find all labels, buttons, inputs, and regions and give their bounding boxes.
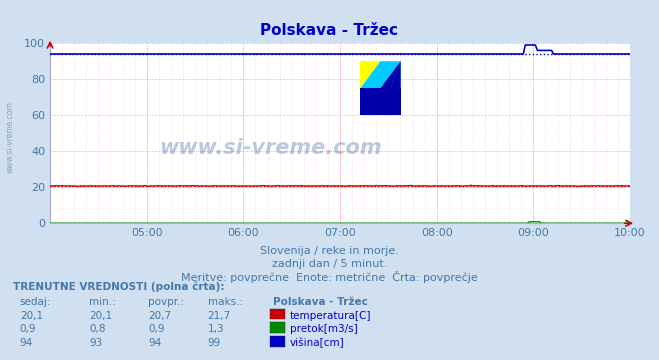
- Text: 20,1: 20,1: [89, 311, 112, 321]
- Text: Slovenija / reke in morje.: Slovenija / reke in morje.: [260, 246, 399, 256]
- Text: 20,7: 20,7: [148, 311, 171, 321]
- Text: 0,9: 0,9: [20, 324, 36, 334]
- Text: 0,9: 0,9: [148, 324, 165, 334]
- Text: TRENUTNE VREDNOSTI (polna črta):: TRENUTNE VREDNOSTI (polna črta):: [13, 281, 225, 292]
- Text: 94: 94: [148, 338, 161, 348]
- Text: višina[cm]: višina[cm]: [290, 338, 345, 348]
- Text: 1,3: 1,3: [208, 324, 224, 334]
- Text: 94: 94: [20, 338, 33, 348]
- Text: Polskava - Tržec: Polskava - Tržec: [260, 23, 399, 39]
- Text: sedaj:: sedaj:: [20, 297, 51, 307]
- Text: zadnji dan / 5 minut.: zadnji dan / 5 minut.: [272, 260, 387, 270]
- Text: www.si-vreme.com: www.si-vreme.com: [5, 101, 14, 173]
- Text: maks.:: maks.:: [208, 297, 243, 307]
- Polygon shape: [360, 61, 401, 115]
- Text: 20,1: 20,1: [20, 311, 43, 321]
- Polygon shape: [360, 88, 401, 115]
- Text: Polskava - Tržec: Polskava - Tržec: [273, 297, 368, 307]
- Polygon shape: [360, 61, 401, 115]
- Polygon shape: [380, 61, 401, 115]
- Text: 93: 93: [89, 338, 102, 348]
- Text: 99: 99: [208, 338, 221, 348]
- Text: 0,8: 0,8: [89, 324, 105, 334]
- Text: Meritve: povprečne  Enote: metrične  Črta: povprečje: Meritve: povprečne Enote: metrične Črta:…: [181, 271, 478, 283]
- Text: pretok[m3/s]: pretok[m3/s]: [290, 324, 358, 334]
- Polygon shape: [360, 61, 380, 88]
- Text: www.si-vreme.com: www.si-vreme.com: [159, 138, 382, 158]
- Text: 21,7: 21,7: [208, 311, 231, 321]
- Text: povpr.:: povpr.:: [148, 297, 185, 307]
- Text: temperatura[C]: temperatura[C]: [290, 311, 372, 321]
- Text: min.:: min.:: [89, 297, 116, 307]
